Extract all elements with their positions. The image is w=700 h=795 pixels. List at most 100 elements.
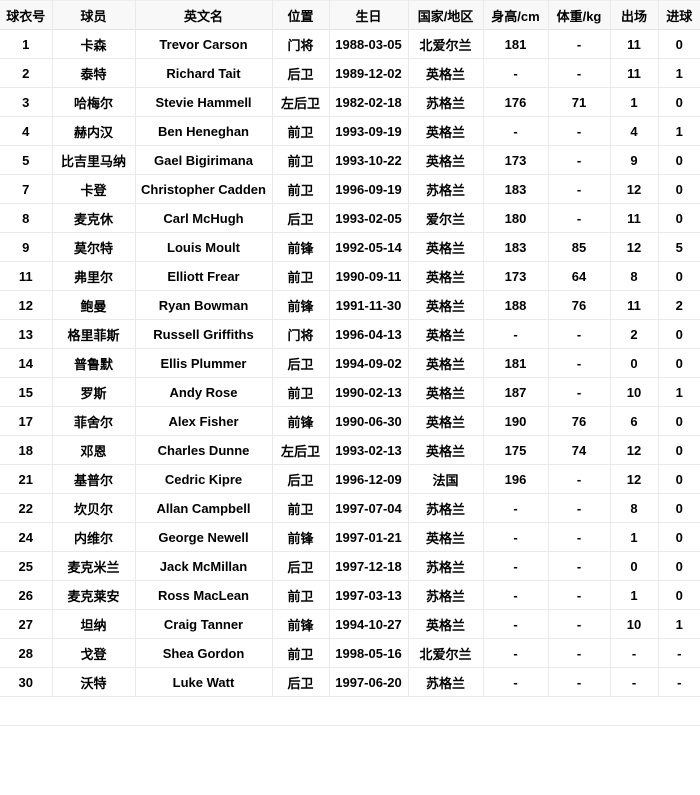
cell-player-name-en: Christopher Cadden xyxy=(135,174,273,204)
cell-height: 183 xyxy=(483,174,549,204)
cell-goals: 1 xyxy=(658,58,700,88)
cell-position: 后卫 xyxy=(272,464,330,494)
cell-country: 英格兰 xyxy=(408,522,484,552)
cell-player-name-cn: 普鲁默 xyxy=(52,348,136,378)
cell-weight: - xyxy=(548,174,611,204)
cell-player-name-cn: 哈梅尔 xyxy=(52,87,136,117)
cell-weight: - xyxy=(548,348,611,378)
cell-country: 英格兰 xyxy=(408,348,484,378)
table-row: 22 坎贝尔 Allan Campbell 前卫 1997-07-04 苏格兰 - -8 0 xyxy=(0,493,700,523)
table-row: 13 格里菲斯 Russell Griffiths 门将 1996-04-13 英格兰 - -… xyxy=(0,319,700,349)
cell-position: 后卫 xyxy=(272,667,330,697)
cell-goals: 0 xyxy=(658,261,700,291)
cell-appearances: 8 xyxy=(610,261,659,291)
table-row: 30 沃特 Luke Watt 后卫 1997-06-20 苏格兰 - - - - xyxy=(0,667,700,697)
cell-player-name-en: Alex Fisher xyxy=(135,406,273,436)
cell-birthday: 1993-10-22 xyxy=(329,145,409,175)
cell-goals: 1 xyxy=(658,116,700,146)
cell-player-name-cn: 鲍曼 xyxy=(52,290,136,320)
cell-jersey-number: 4 xyxy=(0,116,53,146)
cell-height: - xyxy=(483,522,549,552)
table-row: 9 莫尔特 Louis Moult 前锋 1992-05-14 英格兰 183 85 12 5 xyxy=(0,232,700,262)
column-header-goals: 进球 xyxy=(658,0,700,30)
cell-birthday: 1993-02-05 xyxy=(329,203,409,233)
cell-goals: 0 xyxy=(658,406,700,436)
cell-position: 前卫 xyxy=(272,174,330,204)
cell-jersey-number: 12 xyxy=(0,290,53,320)
cell-player-name-cn: 麦克米兰 xyxy=(52,551,136,581)
cell-jersey-number: 9 xyxy=(0,232,53,262)
cell-country: 苏格兰 xyxy=(408,667,484,697)
cell-height: - xyxy=(483,116,549,146)
cell-birthday: 1989-12-02 xyxy=(329,58,409,88)
cell-appearances: 8 xyxy=(610,493,659,523)
cell-position: 左后卫 xyxy=(272,435,330,465)
table-row: 27 坦纳 Craig Tanner 前锋 1994-10-27 英格兰 - -10 1 xyxy=(0,609,700,639)
cell-position: 前卫 xyxy=(272,261,330,291)
cell-position: 前卫 xyxy=(272,116,330,146)
cell-country: 苏格兰 xyxy=(408,580,484,610)
cell-jersey-number: 24 xyxy=(0,522,53,552)
cell-country: 英格兰 xyxy=(408,116,484,146)
cell-jersey-number: 3 xyxy=(0,87,53,117)
cell-height: 176 xyxy=(483,87,549,117)
cell-player-name-en: George Newell xyxy=(135,522,273,552)
cell-birthday: 1990-09-11 xyxy=(329,261,409,291)
column-header-country: 国家/地区 xyxy=(408,0,484,30)
cell-weight: - xyxy=(548,667,611,697)
cell-player-name-en: Ross MacLean xyxy=(135,580,273,610)
cell-position: 前卫 xyxy=(272,638,330,668)
cell-weight: - xyxy=(548,319,611,349)
cell-birthday: 1988-03-05 xyxy=(329,29,409,59)
cell-weight: 76 xyxy=(548,406,611,436)
cell-weight: - xyxy=(548,145,611,175)
header-row: 球衣号 球员 英文名 位置 生日 国家/地区 身高/cm 体重/kg 出场 进球 xyxy=(0,0,700,30)
cell-jersey-number: 14 xyxy=(0,348,53,378)
cell-player-name-cn: 戈登 xyxy=(52,638,136,668)
cell-jersey-number: 11 xyxy=(0,261,53,291)
cell-appearances: 1 xyxy=(610,87,659,117)
cell-birthday: 1996-04-13 xyxy=(329,319,409,349)
cell-position: 后卫 xyxy=(272,348,330,378)
cell-country: 法国 xyxy=(408,464,484,494)
cell-weight: - xyxy=(548,29,611,59)
table-row: 12 鲍曼 Ryan Bowman 前锋 1991-11-30 英格兰 188 76 11 2 xyxy=(0,290,700,320)
cell-country: 英格兰 xyxy=(408,319,484,349)
cell-player-name-cn: 卡森 xyxy=(52,29,136,59)
table-row: 24 内维尔 George Newell 前锋 1997-01-21 英格兰 - -1 0 xyxy=(0,522,700,552)
table-header: 球衣号 球员 英文名 位置 生日 国家/地区 身高/cm 体重/kg 出场 进球 xyxy=(0,0,700,30)
cell-appearances: 11 xyxy=(610,58,659,88)
table-row: 18 邓恩 Charles Dunne 左后卫 1993-02-13 英格兰 175 74 12… xyxy=(0,435,700,465)
cell-country: 英格兰 xyxy=(408,435,484,465)
cell-goals: 2 xyxy=(658,290,700,320)
cell-player-name-cn: 坎贝尔 xyxy=(52,493,136,523)
cell-jersey-number: 15 xyxy=(0,377,53,407)
cell-player-name-en: Charles Dunne xyxy=(135,435,273,465)
cell-weight: 74 xyxy=(548,435,611,465)
cell-player-name-cn: 内维尔 xyxy=(52,522,136,552)
cell-position: 前卫 xyxy=(272,493,330,523)
cell-height: 180 xyxy=(483,203,549,233)
cell-appearances: 11 xyxy=(610,29,659,59)
cell-goals: 0 xyxy=(658,145,700,175)
cell-player-name-en: Allan Campbell xyxy=(135,493,273,523)
cell-country: 英格兰 xyxy=(408,290,484,320)
cell-player-name-cn: 罗斯 xyxy=(52,377,136,407)
cell-jersey-number: 1 xyxy=(0,29,53,59)
cell-height: - xyxy=(483,493,549,523)
cell-player-name-en: Craig Tanner xyxy=(135,609,273,639)
cell-jersey-number: 30 xyxy=(0,667,53,697)
cell-height: - xyxy=(483,667,549,697)
cell-player-name-en: Cedric Kipre xyxy=(135,464,273,494)
column-header-player-name-en: 英文名 xyxy=(135,0,273,30)
table-row: 14 普鲁默 Ellis Plummer 后卫 1994-09-02 英格兰 181-0 0 xyxy=(0,348,700,378)
cell-goals: 0 xyxy=(658,87,700,117)
cell-birthday: 1994-09-02 xyxy=(329,348,409,378)
cell-player-name-cn: 格里菲斯 xyxy=(52,319,136,349)
table-row: 2 泰特 Richard Tait 后卫 1989-12-02 英格兰 - -11 1 xyxy=(0,58,700,88)
cell-birthday: 1990-02-13 xyxy=(329,377,409,407)
cell-weight: - xyxy=(548,522,611,552)
cell-height: 173 xyxy=(483,145,549,175)
cell-appearances: 10 xyxy=(610,609,659,639)
squad-stats-table: 球衣号 球员 英文名 位置 生日 国家/地区 身高/cm 体重/kg 出场 进球 1 卡森 Trevo… xyxy=(0,0,700,697)
